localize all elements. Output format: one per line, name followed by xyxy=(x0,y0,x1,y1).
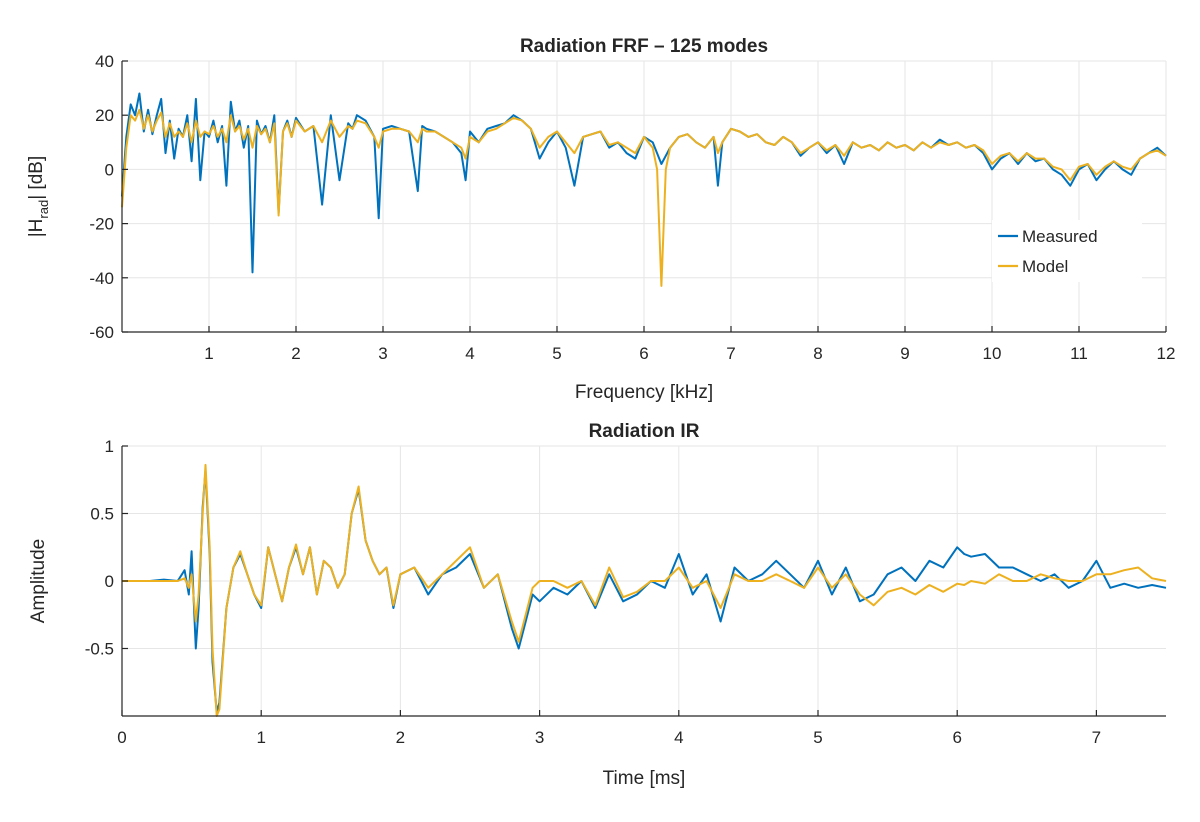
ir-series-model-line xyxy=(122,463,1167,717)
ir-xtick-label-1: 1 xyxy=(256,728,265,747)
ir-xtick-label-0: 0 xyxy=(117,728,126,747)
frf-legend-box xyxy=(992,220,1142,282)
ir-xtick-label-4: 4 xyxy=(674,728,683,747)
frf-xtick-label-9: 10 xyxy=(983,344,1002,363)
ir-xtick-label-3: 3 xyxy=(535,728,544,747)
ir-xtick-label-5: 5 xyxy=(813,728,822,747)
ir-ytick-label-3: 1 xyxy=(105,437,114,456)
frf-series-model-line xyxy=(121,108,1167,287)
frf-xtick-label-10: 11 xyxy=(1070,344,1088,363)
frf-xtick-label-0: 1 xyxy=(204,344,213,363)
frf-xtick-label-7: 8 xyxy=(813,344,822,363)
frf-legend-label-model: Model xyxy=(1022,257,1068,276)
frf-xtick-label-3: 4 xyxy=(465,344,474,363)
frf-xtick-label-4: 5 xyxy=(552,344,561,363)
frf-title: Radiation FRF – 125 modes xyxy=(520,36,768,57)
frf-ylabel-tail: | [dB] xyxy=(26,156,47,200)
frf-xtick-label-6: 7 xyxy=(726,344,735,363)
frf-legend-label-measured: Measured xyxy=(1022,227,1098,246)
frf-ytick-label-0: -60 xyxy=(89,323,114,342)
frf-ylabel-sub: rad xyxy=(36,200,51,219)
ir-ytick-label-0: -0.5 xyxy=(85,640,114,659)
frf-xtick-label-2: 3 xyxy=(378,344,387,363)
frf-ylabel-main: |H xyxy=(26,219,47,238)
frf-xtick-label-8: 9 xyxy=(900,344,909,363)
ir-ytick-label-1: 0 xyxy=(105,572,114,591)
ir-xtick-label-6: 6 xyxy=(952,728,961,747)
frf-ytick-label-2: -20 xyxy=(89,215,114,234)
frf-ytick-label-1: -40 xyxy=(89,269,114,288)
frf-xtick-label-1: 2 xyxy=(291,344,300,363)
frf-xlabel: Frequency [kHz] xyxy=(575,382,713,403)
frf-ytick-label-4: 20 xyxy=(95,106,114,125)
ir-xtick-label-7: 7 xyxy=(1092,728,1101,747)
frf-ytick-label-3: 0 xyxy=(105,160,114,179)
frf-ylabel: |Hrad| [dB] xyxy=(26,156,51,237)
frf-xtick-label-5: 6 xyxy=(639,344,648,363)
ir-plot: 0 1 2 3 4 5 6 7 -0.5 0 0.5 1 Radiation IR Time [ms] Am… xyxy=(28,421,1167,789)
ir-xtick-label-2: 2 xyxy=(396,728,405,747)
ir-ylabel: Amplitude xyxy=(28,539,49,624)
ir-xlabel: Time [ms] xyxy=(603,768,686,789)
ir-title: Radiation IR xyxy=(589,421,700,442)
frf-ytick-label-5: 40 xyxy=(95,52,114,71)
frf-xtick-label-11: 12 xyxy=(1157,344,1176,363)
ir-ytick-label-2: 0.5 xyxy=(90,505,114,524)
